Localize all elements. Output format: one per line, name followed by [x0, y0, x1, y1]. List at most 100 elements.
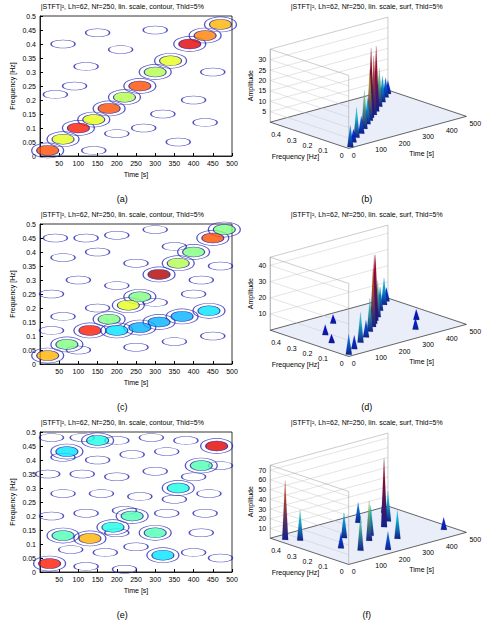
svg-text:(f): (f)	[363, 610, 372, 620]
svg-text:300: 300	[422, 549, 434, 556]
svg-text:30: 30	[258, 506, 266, 513]
svg-text:40: 40	[258, 496, 266, 503]
svg-text:60: 60	[258, 476, 266, 483]
svg-text:300: 300	[149, 368, 161, 375]
svg-text:0.05: 0.05	[22, 139, 36, 146]
svg-text:|STFT|², Lh=62, Nf=250, lin. s: |STFT|², Lh=62, Nf=250, lin. scale, surf…	[291, 419, 443, 427]
svg-text:0.2: 0.2	[26, 513, 36, 520]
svg-text:10: 10	[258, 310, 266, 317]
svg-text:0: 0	[32, 569, 36, 576]
svg-text:0.4: 0.4	[271, 547, 281, 554]
svg-text:0.5: 0.5	[26, 221, 36, 228]
svg-text:Frequency [Hz]: Frequency [Hz]	[9, 270, 17, 318]
svg-text:|STFT|², Lh=62, Nf=250, lin. s: |STFT|², Lh=62, Nf=250, lin. scale, cont…	[41, 419, 204, 427]
svg-text:0.25: 0.25	[22, 291, 36, 298]
svg-text:0.4: 0.4	[26, 41, 36, 48]
svg-text:400: 400	[446, 543, 458, 550]
svg-text:200: 200	[111, 160, 123, 167]
svg-text:0: 0	[352, 152, 356, 159]
svg-text:0.4: 0.4	[26, 249, 36, 256]
svg-text:25: 25	[258, 67, 266, 74]
svg-text:20: 20	[258, 515, 266, 522]
svg-text:400: 400	[188, 160, 200, 167]
svg-text:0.2: 0.2	[303, 558, 313, 565]
svg-text:Frequency [Hz]: Frequency [Hz]	[9, 62, 17, 110]
svg-text:30: 30	[258, 56, 266, 63]
svg-text:Time [s]: Time [s]	[124, 587, 149, 595]
svg-text:150: 150	[92, 368, 104, 375]
svg-text:0: 0	[340, 360, 344, 367]
svg-text:Time [s]: Time [s]	[124, 171, 149, 179]
svg-text:100: 100	[375, 354, 387, 361]
svg-text:200: 200	[399, 348, 411, 355]
svg-text:400: 400	[446, 335, 458, 342]
svg-text:40: 40	[258, 262, 266, 269]
svg-text:0.15: 0.15	[22, 527, 36, 534]
svg-text:100: 100	[73, 160, 85, 167]
svg-text:0.4: 0.4	[271, 131, 281, 138]
svg-text:0.15: 0.15	[22, 319, 36, 326]
svg-text:0: 0	[340, 568, 344, 575]
svg-text:250: 250	[130, 160, 142, 167]
svg-text:200: 200	[399, 140, 411, 147]
svg-text:150: 150	[92, 576, 104, 583]
svg-text:0.5: 0.5	[26, 429, 36, 436]
svg-text:500: 500	[469, 536, 481, 543]
svg-text:0.1: 0.1	[26, 333, 36, 340]
svg-text:Amplitude: Amplitude	[247, 70, 255, 101]
svg-text:50: 50	[258, 486, 266, 493]
svg-text:100: 100	[73, 576, 85, 583]
svg-text:0.4: 0.4	[271, 339, 281, 346]
svg-text:300: 300	[422, 133, 434, 140]
svg-text:Amplitude: Amplitude	[247, 278, 255, 309]
svg-text:(c): (c)	[117, 402, 128, 412]
svg-text:0.35: 0.35	[22, 263, 36, 270]
svg-text:450: 450	[207, 160, 219, 167]
svg-text:0.3: 0.3	[26, 277, 36, 284]
svg-text:0.45: 0.45	[22, 27, 36, 34]
svg-text:0.1: 0.1	[318, 563, 328, 570]
svg-text:0: 0	[352, 360, 356, 367]
svg-text:Frequency [Hz]: Frequency [Hz]	[272, 361, 320, 369]
svg-text:0.2: 0.2	[303, 350, 313, 357]
svg-text:0.15: 0.15	[22, 111, 36, 118]
svg-text:100: 100	[73, 368, 85, 375]
svg-text:Frequency [Hz]: Frequency [Hz]	[9, 478, 17, 526]
svg-text:200: 200	[111, 368, 123, 375]
svg-text:20: 20	[258, 77, 266, 84]
svg-text:(d): (d)	[361, 402, 372, 412]
svg-text:Time [s]: Time [s]	[409, 150, 434, 158]
svg-text:500: 500	[226, 160, 238, 167]
svg-text:500: 500	[226, 576, 238, 583]
svg-text:0.3: 0.3	[26, 485, 36, 492]
svg-text:0.35: 0.35	[22, 471, 36, 478]
svg-text:350: 350	[169, 368, 181, 375]
svg-text:500: 500	[226, 368, 238, 375]
svg-text:0.5: 0.5	[26, 13, 36, 20]
svg-text:0.4: 0.4	[26, 457, 36, 464]
svg-text:0.25: 0.25	[22, 499, 36, 506]
svg-text:400: 400	[188, 368, 200, 375]
svg-text:300: 300	[422, 341, 434, 348]
svg-text:200: 200	[399, 556, 411, 563]
svg-text:0.1: 0.1	[318, 147, 328, 154]
svg-text:10: 10	[258, 525, 266, 532]
svg-text:0.2: 0.2	[26, 305, 36, 312]
svg-text:0.1: 0.1	[26, 541, 36, 548]
svg-text:Time [s]: Time [s]	[124, 379, 149, 387]
svg-text:350: 350	[169, 160, 181, 167]
svg-text:0: 0	[340, 152, 344, 159]
svg-text:|STFT|², Lh=62, Nf=250, lin. s: |STFT|², Lh=62, Nf=250, lin. scale, cont…	[41, 211, 204, 219]
svg-text:450: 450	[207, 368, 219, 375]
svg-text:70: 70	[258, 467, 266, 474]
svg-text:0: 0	[352, 568, 356, 575]
svg-text:15: 15	[258, 87, 266, 94]
svg-text:100: 100	[375, 562, 387, 569]
svg-text:500: 500	[469, 120, 481, 127]
svg-text:100: 100	[375, 146, 387, 153]
svg-text:Frequency [Hz]: Frequency [Hz]	[272, 569, 320, 577]
svg-text:0.1: 0.1	[26, 125, 36, 132]
svg-text:450: 450	[207, 576, 219, 583]
svg-text:0.35: 0.35	[22, 55, 36, 62]
svg-text:30: 30	[258, 278, 266, 285]
